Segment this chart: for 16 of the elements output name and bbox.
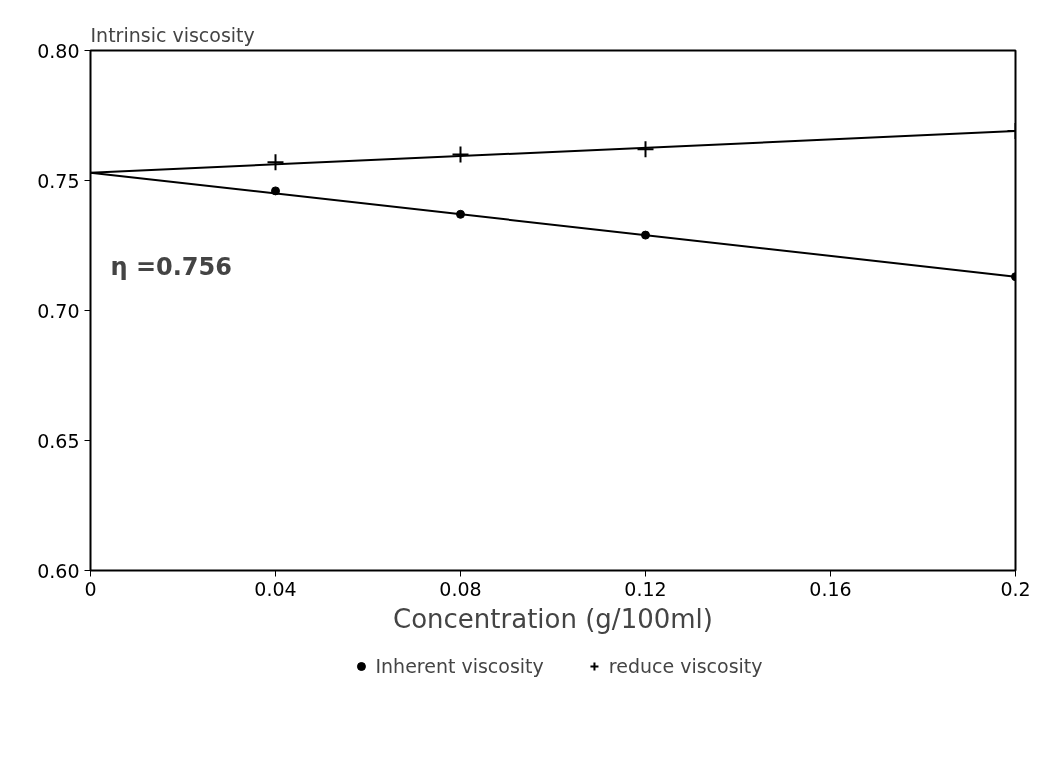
y-tick-label: 0.70 bbox=[37, 299, 80, 322]
x-tick-label: 0.2 bbox=[1000, 577, 1031, 600]
y-tick-label: 0.80 bbox=[37, 39, 80, 62]
y-tick-label: 0.60 bbox=[37, 559, 80, 582]
x-tick-label: 0.04 bbox=[254, 577, 297, 600]
annotation: η =0.756 bbox=[110, 252, 232, 281]
y-tick-label: 0.75 bbox=[37, 169, 80, 192]
x-tick-label: 0.16 bbox=[809, 577, 852, 600]
x-tick-label: 0.08 bbox=[439, 577, 482, 600]
y-tick-label: 0.65 bbox=[37, 429, 80, 452]
x-axis-title: Concentration (g/100ml) bbox=[393, 603, 713, 634]
legend-label: reduce viscosity bbox=[608, 655, 763, 677]
x-tick-label: 0 bbox=[84, 577, 97, 600]
x-tick-label: 0.12 bbox=[624, 577, 667, 600]
legend-label: Inherent viscosity bbox=[375, 655, 544, 677]
y-axis-title: Intrinsic viscosity bbox=[90, 23, 255, 46]
